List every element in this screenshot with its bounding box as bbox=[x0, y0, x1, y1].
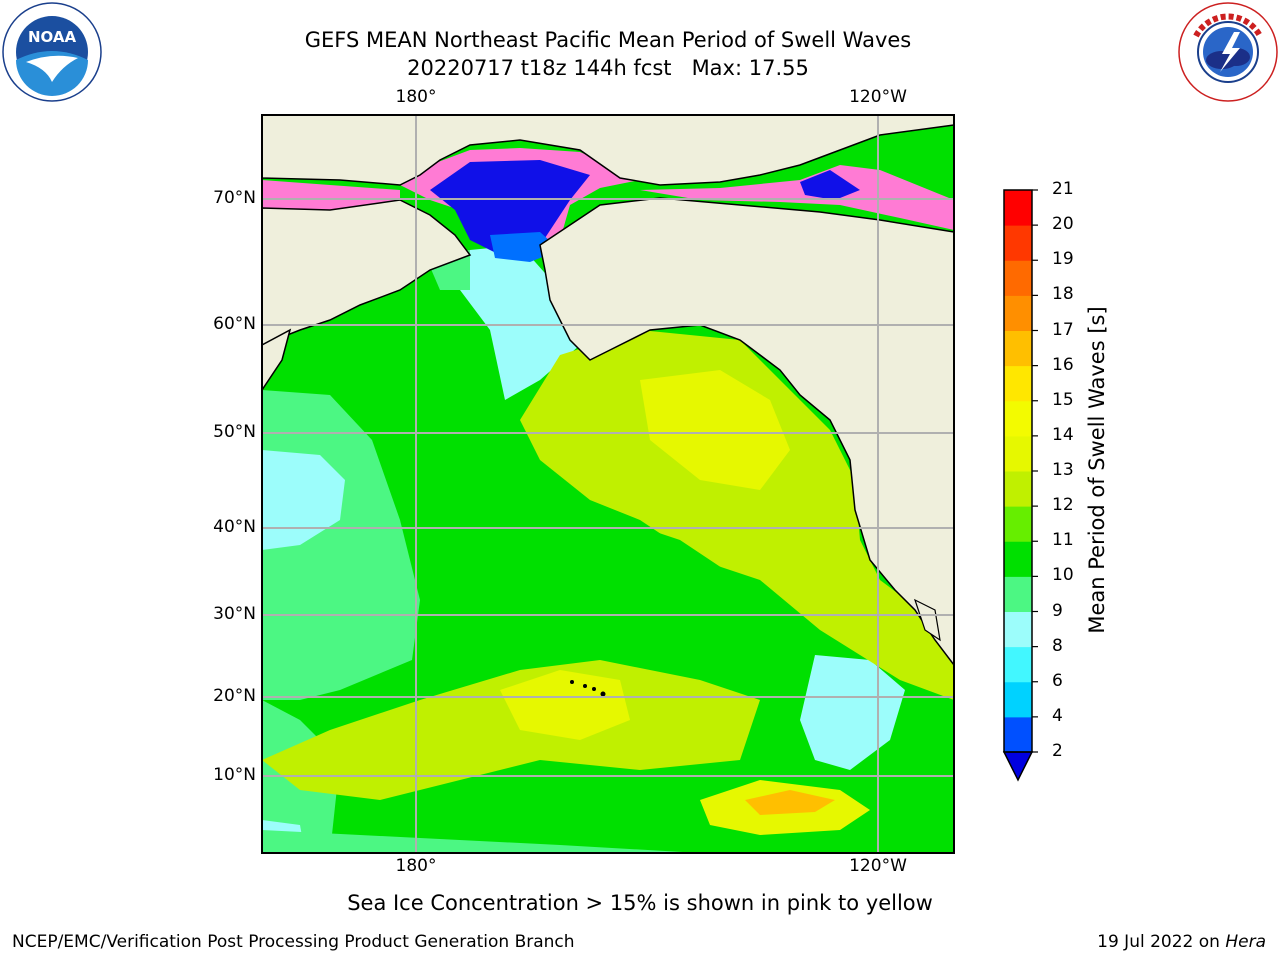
run-date: 19 Jul 2022 on Hera bbox=[1097, 932, 1266, 952]
run-date-text: 19 Jul 2022 on bbox=[1097, 932, 1226, 952]
colorbar-segment bbox=[1004, 225, 1032, 261]
southern-edge-band bbox=[262, 830, 700, 853]
colorbar-tick-label: 21 bbox=[1052, 179, 1074, 199]
colorbar-segment bbox=[1004, 330, 1032, 367]
colorbar-segment bbox=[1004, 295, 1032, 331]
bottom-lon-label-180: 180° bbox=[395, 856, 437, 876]
colorbar-segment bbox=[1004, 646, 1032, 683]
colorbar-segment bbox=[1004, 506, 1032, 542]
subtropical-swell-band bbox=[262, 660, 760, 800]
colorbar-tick-label: 17 bbox=[1052, 319, 1074, 340]
graticule bbox=[262, 115, 954, 853]
hawaii-island-1 bbox=[570, 680, 574, 684]
colorbar-tick-label: 6 bbox=[1052, 670, 1063, 691]
lat-label-20n: 20°N bbox=[213, 686, 256, 706]
sea-ice-note: Sea Ice Concentration > 15% is shown in … bbox=[347, 891, 933, 915]
colorbar-title: Mean Period of Swell Waves [s] bbox=[1085, 306, 1109, 634]
map-title: GEFS MEAN Northeast Pacific Mean Period … bbox=[190, 26, 1026, 82]
beaufort-ice-zone bbox=[640, 165, 954, 230]
colorbar-segment bbox=[1004, 190, 1032, 226]
swell-max-region bbox=[745, 790, 835, 815]
colorbar-tick-label: 19 bbox=[1052, 249, 1074, 270]
noaa-logo-icon: NOAA bbox=[2, 2, 102, 102]
hawaii-island-2 bbox=[583, 684, 587, 688]
map-area bbox=[262, 115, 954, 853]
colorbar-tick-label: 10 bbox=[1052, 565, 1074, 586]
noaa-logo-text: NOAA bbox=[28, 28, 77, 46]
lat-label-30n: 30°N bbox=[213, 604, 256, 624]
hawaii-island-4 bbox=[600, 691, 606, 697]
lat-label-40n: 40°N bbox=[213, 517, 256, 537]
colorbar bbox=[1002, 189, 1038, 782]
colorbar-segment bbox=[1004, 611, 1032, 648]
colorbar-segment bbox=[1004, 260, 1032, 296]
hawaii-swell-core bbox=[500, 670, 630, 740]
central-tongue bbox=[570, 510, 740, 660]
colorbar-tick-label: 9 bbox=[1052, 600, 1063, 621]
colorbar-segment bbox=[1004, 681, 1032, 718]
arctic-coastline-land bbox=[262, 115, 954, 186]
credit-text: NCEP/EMC/Verification Post Processing Pr… bbox=[12, 932, 575, 952]
lat-label-50n: 50°N bbox=[213, 422, 256, 442]
colorbar-segment bbox=[1004, 471, 1032, 507]
colorbar-tick-label: 15 bbox=[1052, 389, 1074, 410]
bottom-lon-label-120w: 120°W bbox=[849, 856, 907, 876]
colorbar-tick-label: 13 bbox=[1052, 460, 1074, 480]
kamchatka-land bbox=[262, 328, 292, 392]
baja-peninsula bbox=[913, 598, 941, 642]
colorbar-tick-label: 2 bbox=[1052, 741, 1063, 761]
colorbar-tick-label: 12 bbox=[1052, 495, 1074, 516]
beaufort-sea-swell bbox=[800, 170, 860, 200]
colorbar-under-triangle bbox=[1002, 751, 1034, 782]
top-lon-label-180: 180° bbox=[395, 87, 437, 107]
hawaii-island-3 bbox=[592, 687, 596, 691]
title-line-2: 20220717 t18z 144h fcst Max: 17.55 bbox=[407, 56, 809, 80]
colorbar-tick-label: 11 bbox=[1052, 530, 1074, 551]
gulf-alaska-swell bbox=[520, 330, 954, 700]
north-america-land bbox=[539, 197, 954, 667]
colorbar-tick-label: 14 bbox=[1052, 424, 1074, 445]
colorbar-tick-label: 8 bbox=[1052, 635, 1063, 656]
gulf-alaska-core bbox=[640, 370, 790, 490]
lat-label-70n: 70°N bbox=[213, 188, 256, 208]
colorbar-segment bbox=[1004, 576, 1032, 612]
colorbar-tick-label: 20 bbox=[1052, 214, 1074, 235]
swell-patch-west-cyan bbox=[262, 450, 345, 550]
map-frame bbox=[261, 114, 955, 854]
lat-label-60n: 60°N bbox=[213, 314, 256, 334]
colorbar-segment bbox=[1004, 716, 1032, 753]
title-line-1: GEFS MEAN Northeast Pacific Mean Period … bbox=[304, 28, 912, 52]
colorbar-segment bbox=[1004, 400, 1032, 437]
top-lon-label-120w: 120°W bbox=[849, 87, 907, 107]
lat-label-10n: 10°N bbox=[213, 765, 256, 785]
chukchi-sea-swell bbox=[430, 160, 590, 255]
colorbar-segment bbox=[1004, 541, 1032, 577]
machine-name: Hera bbox=[1225, 932, 1266, 952]
colorbar-tick-label: 18 bbox=[1052, 284, 1074, 305]
siberia-ice-zone bbox=[262, 180, 400, 212]
colorbar-tick-label: 16 bbox=[1052, 354, 1074, 375]
nws-logo-icon bbox=[1178, 2, 1278, 102]
colorbar-tick-label: 4 bbox=[1052, 705, 1063, 726]
colorbar-segment bbox=[1004, 435, 1032, 472]
colorbar-segment bbox=[1004, 365, 1032, 402]
